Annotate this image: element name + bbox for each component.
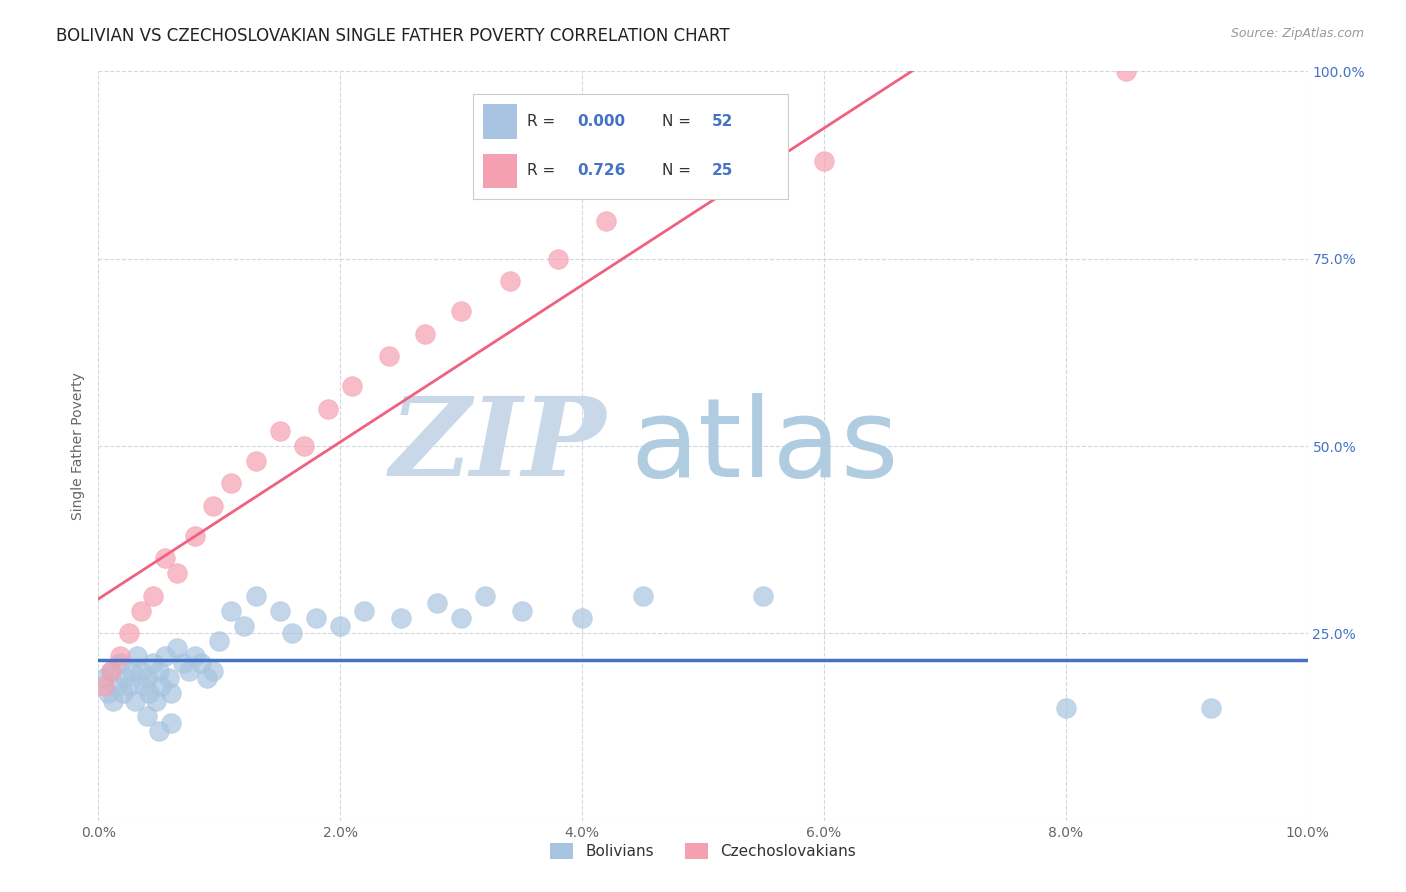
- Point: [108, 657, 131, 671]
- Point: [108, 648, 131, 663]
- Point: [292, 439, 315, 453]
- Point: [160, 686, 183, 700]
- Point: [97, 686, 120, 700]
- Point: [135, 671, 157, 685]
- Point: [195, 671, 218, 685]
- Point: [111, 686, 134, 700]
- Point: [105, 679, 128, 693]
- Point: [100, 664, 122, 678]
- Point: [118, 626, 141, 640]
- Point: [127, 648, 149, 663]
- Point: [101, 694, 124, 708]
- Point: [184, 648, 207, 663]
- Point: [118, 679, 141, 693]
- Point: [269, 604, 291, 618]
- Point: [190, 657, 212, 671]
- Point: [153, 551, 176, 566]
- Point: [221, 604, 243, 618]
- Point: [245, 589, 267, 603]
- Text: Source: ZipAtlas.com: Source: ZipAtlas.com: [1230, 27, 1364, 40]
- Point: [172, 657, 194, 671]
- Point: [498, 274, 520, 288]
- Point: [595, 214, 617, 228]
- Point: [450, 611, 472, 625]
- Point: [692, 177, 714, 191]
- Point: [1054, 701, 1077, 715]
- Point: [150, 679, 173, 693]
- Point: [413, 326, 436, 341]
- Text: BOLIVIAN VS CZECHOSLOVAKIAN SINGLE FATHER POVERTY CORRELATION CHART: BOLIVIAN VS CZECHOSLOVAKIAN SINGLE FATHE…: [56, 27, 730, 45]
- Point: [813, 154, 835, 169]
- Point: [631, 589, 654, 603]
- Point: [1115, 64, 1137, 78]
- Y-axis label: Single Father Poverty: Single Father Poverty: [72, 372, 86, 520]
- Point: [124, 694, 146, 708]
- Point: [166, 641, 188, 656]
- Point: [145, 694, 167, 708]
- Point: [329, 619, 352, 633]
- Point: [1199, 701, 1222, 715]
- Point: [450, 304, 472, 318]
- Point: [474, 589, 496, 603]
- Point: [752, 589, 775, 603]
- Point: [316, 401, 339, 416]
- Point: [135, 708, 157, 723]
- Point: [305, 611, 328, 625]
- Point: [157, 671, 180, 685]
- Point: [202, 664, 225, 678]
- Point: [202, 499, 225, 513]
- Point: [166, 566, 188, 581]
- Point: [129, 604, 152, 618]
- Point: [138, 686, 160, 700]
- Text: atlas: atlas: [630, 392, 898, 500]
- Point: [571, 611, 593, 625]
- Point: [148, 723, 170, 738]
- Point: [342, 379, 364, 393]
- Point: [179, 664, 201, 678]
- Point: [134, 679, 156, 693]
- Point: [208, 633, 231, 648]
- Point: [353, 604, 375, 618]
- Point: [142, 657, 165, 671]
- Point: [221, 476, 243, 491]
- Point: [148, 664, 170, 678]
- Text: ZIP: ZIP: [389, 392, 606, 500]
- Point: [93, 671, 115, 685]
- Point: [184, 529, 207, 543]
- Point: [377, 349, 399, 363]
- Point: [121, 664, 143, 678]
- Point: [100, 664, 122, 678]
- Point: [281, 626, 304, 640]
- Point: [142, 589, 165, 603]
- Point: [114, 671, 136, 685]
- Legend: Bolivians, Czechoslovakians: Bolivians, Czechoslovakians: [544, 838, 862, 865]
- Point: [269, 424, 291, 438]
- Point: [245, 454, 267, 468]
- Point: [153, 648, 176, 663]
- Point: [510, 604, 533, 618]
- Point: [547, 252, 569, 266]
- Point: [389, 611, 412, 625]
- Point: [129, 664, 152, 678]
- Point: [160, 716, 183, 731]
- Point: [426, 596, 449, 610]
- Point: [93, 679, 115, 693]
- Point: [232, 619, 254, 633]
